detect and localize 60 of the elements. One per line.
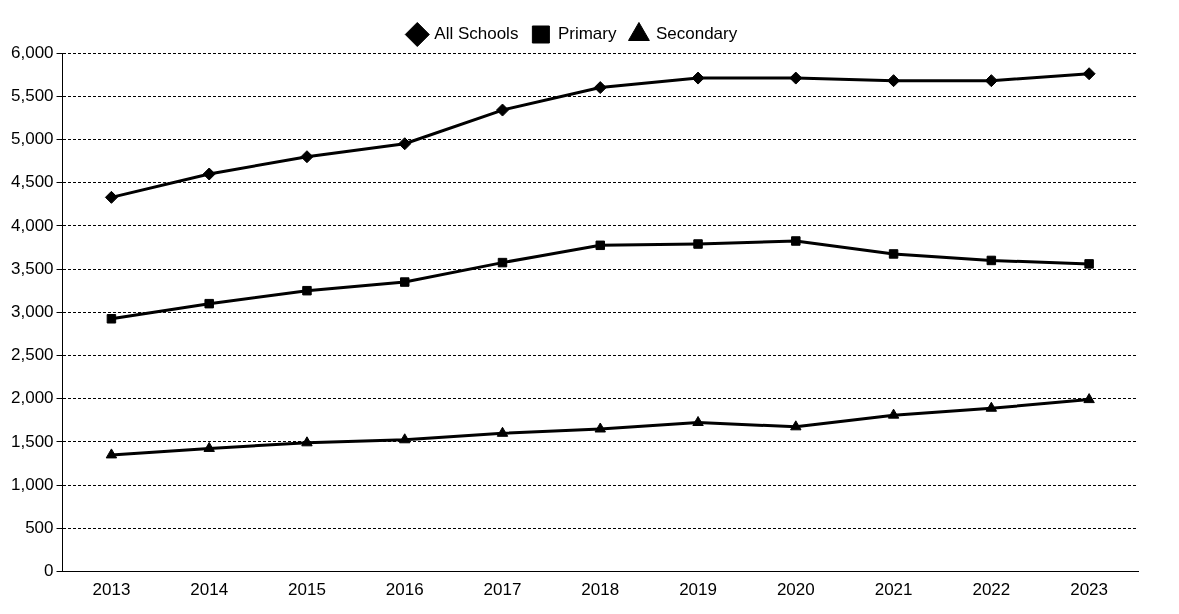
x-tick-label: 2022	[972, 580, 1011, 600]
point	[202, 167, 216, 181]
point	[1084, 259, 1094, 269]
point	[300, 150, 314, 164]
point	[105, 448, 118, 459]
x-tick-label: 2016	[385, 580, 424, 600]
point	[302, 285, 312, 296]
y-tick-label: 1,500	[10, 431, 54, 451]
point	[593, 81, 607, 95]
y-tick-label: 4,500	[10, 172, 54, 192]
point	[789, 71, 803, 85]
point	[1083, 393, 1095, 404]
point	[1082, 67, 1096, 81]
y-tick-label: 2,000	[10, 388, 54, 408]
legend-label: Primary	[557, 24, 617, 44]
point	[888, 249, 899, 259]
point	[986, 255, 997, 266]
point	[984, 74, 998, 88]
point	[693, 239, 703, 249]
y-tick-label: 5,000	[10, 129, 54, 149]
x-tick-label: 2014	[190, 580, 229, 600]
x-tick-label: 2020	[776, 580, 815, 600]
y-tick-label: 0	[44, 561, 54, 581]
point	[691, 71, 705, 85]
point	[301, 436, 313, 447]
point	[595, 240, 606, 251]
y-tick-label: 3,000	[10, 301, 54, 321]
point	[791, 236, 801, 246]
point	[594, 422, 606, 433]
x-tick-label: 2021	[874, 580, 913, 600]
point	[399, 277, 410, 287]
point	[985, 401, 998, 412]
point	[104, 190, 118, 204]
x-tick-label: 2018	[581, 580, 620, 600]
x-tick-label: 2013	[92, 580, 131, 600]
point	[790, 420, 802, 431]
point	[496, 103, 509, 117]
y-tick-label: 4,000	[10, 215, 54, 235]
y-tick-label: 2,500	[10, 345, 54, 365]
y-tick-label: 3,500	[10, 258, 54, 278]
legend-label: Secondary	[655, 24, 738, 44]
point	[204, 298, 214, 309]
point	[398, 137, 412, 151]
point	[887, 408, 900, 419]
y-tick-label: 6,000	[10, 42, 54, 62]
y-tick-label: 1,000	[10, 474, 54, 494]
point	[887, 74, 901, 88]
point	[106, 314, 117, 324]
point	[399, 433, 411, 444]
legend-label: All Schools	[434, 24, 519, 44]
point	[497, 257, 508, 268]
y-tick-label: 5,500	[10, 85, 54, 105]
x-tick-label: 2019	[679, 580, 717, 600]
x-tick-label: 2017	[483, 580, 522, 600]
point	[692, 416, 704, 426]
x-tick-label: 2023	[1070, 580, 1109, 600]
y-tick-label: 500	[25, 518, 54, 538]
x-tick-label: 2015	[288, 580, 326, 600]
point	[203, 441, 215, 452]
point	[496, 426, 509, 437]
